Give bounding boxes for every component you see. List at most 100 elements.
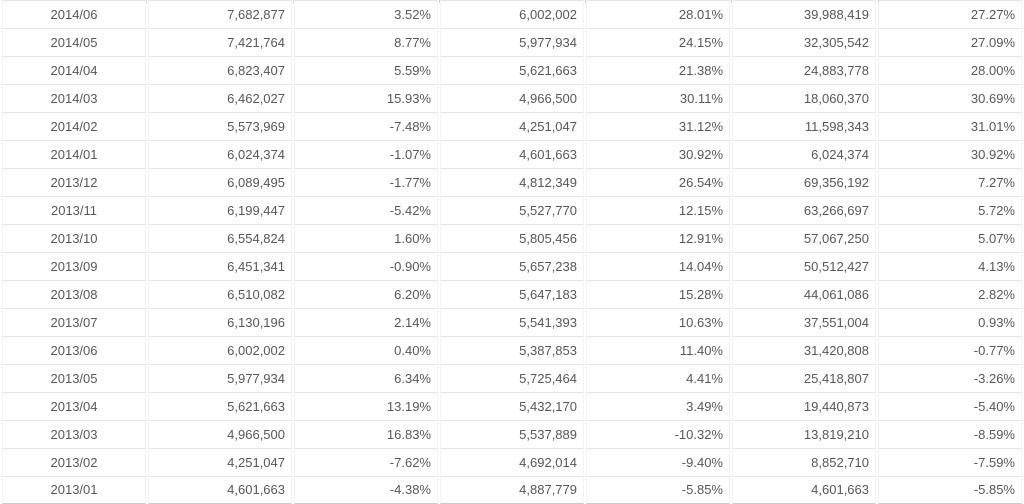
value-cell: 5,541,393 <box>440 308 584 336</box>
month-cell: 2013/08 <box>2 280 146 308</box>
month-cell: 2014/01 <box>2 140 146 168</box>
percent-cell: -5.40% <box>878 392 1022 420</box>
value-cell: 24,883,778 <box>732 56 876 84</box>
table-row: 2014/05 7,421,764 8.77% 5,977,934 24.15% 32,3… <box>2 28 1022 56</box>
value-cell: 32,305,542 <box>732 28 876 56</box>
month-cell: 2013/12 <box>2 168 146 196</box>
month-cell: 2013/02 <box>2 448 146 476</box>
percent-cell: 5.72% <box>878 196 1022 224</box>
value-cell: 5,977,934 <box>440 28 584 56</box>
percent-cell: 1.60% <box>294 224 438 252</box>
month-cell: 2013/11 <box>2 196 146 224</box>
month-cell: 2013/06 <box>2 336 146 364</box>
percent-cell: 15.93% <box>294 84 438 112</box>
percent-cell: 28.00% <box>878 56 1022 84</box>
value-cell: 5,537,889 <box>440 420 584 448</box>
percent-cell: 14.04% <box>586 252 730 280</box>
value-cell: 6,024,374 <box>148 140 292 168</box>
percent-cell: 30.11% <box>586 84 730 112</box>
value-cell: 4,887,779 <box>440 476 584 504</box>
month-cell: 2013/03 <box>2 420 146 448</box>
percent-cell: -0.77% <box>878 336 1022 364</box>
table-row: 2013/01 4,601,663 -4.38% 4,887,779 -5.85% 4,6… <box>2 476 1022 504</box>
table-row: 2013/05 5,977,934 6.34% 5,725,464 4.41% 25,41… <box>2 364 1022 392</box>
percent-cell: -7.48% <box>294 112 438 140</box>
value-cell: 44,061,086 <box>732 280 876 308</box>
value-cell: 5,432,170 <box>440 392 584 420</box>
percent-cell: 15.28% <box>586 280 730 308</box>
value-cell: 6,823,407 <box>148 56 292 84</box>
percent-cell: 3.52% <box>294 0 438 28</box>
value-cell: 4,601,663 <box>148 476 292 504</box>
percent-cell: -10.32% <box>586 420 730 448</box>
percent-cell: 6.20% <box>294 280 438 308</box>
percent-cell: 5.07% <box>878 224 1022 252</box>
percent-cell: 24.15% <box>586 28 730 56</box>
value-cell: 4,966,500 <box>148 420 292 448</box>
value-cell: 4,601,663 <box>440 140 584 168</box>
percent-cell: -8.59% <box>878 420 1022 448</box>
table-row: 2014/04 6,823,407 5.59% 5,621,663 21.38% 24,8… <box>2 56 1022 84</box>
table-row: 2013/08 6,510,082 6.20% 5,647,183 15.28% 44,0… <box>2 280 1022 308</box>
percent-cell: 4.13% <box>878 252 1022 280</box>
percent-cell: 16.83% <box>294 420 438 448</box>
percent-cell: 12.15% <box>586 196 730 224</box>
month-cell: 2014/05 <box>2 28 146 56</box>
table-row: 2013/02 4,251,047 -7.62% 4,692,014 -9.40% 8,8… <box>2 448 1022 476</box>
value-cell: 5,527,770 <box>440 196 584 224</box>
value-cell: 25,418,807 <box>732 364 876 392</box>
month-cell: 2014/03 <box>2 84 146 112</box>
value-cell: 5,725,464 <box>440 364 584 392</box>
percent-cell: 11.40% <box>586 336 730 364</box>
value-cell: 31,420,808 <box>732 336 876 364</box>
value-cell: 6,554,824 <box>148 224 292 252</box>
percent-cell: -1.77% <box>294 168 438 196</box>
value-cell: 4,601,663 <box>732 476 876 504</box>
percent-cell: 28.01% <box>586 0 730 28</box>
table-row: 2013/03 4,966,500 16.83% 5,537,889 -10.32% 13… <box>2 420 1022 448</box>
value-cell: 5,647,183 <box>440 280 584 308</box>
value-cell: 5,977,934 <box>148 364 292 392</box>
percent-cell: -7.59% <box>878 448 1022 476</box>
percent-cell: 5.59% <box>294 56 438 84</box>
value-cell: 11,598,343 <box>732 112 876 140</box>
value-cell: 6,462,027 <box>148 84 292 112</box>
percent-cell: -9.40% <box>586 448 730 476</box>
value-cell: 4,251,047 <box>440 112 584 140</box>
value-cell: 6,451,341 <box>148 252 292 280</box>
percent-cell: 2.82% <box>878 280 1022 308</box>
percent-cell: -4.38% <box>294 476 438 504</box>
month-cell: 2013/07 <box>2 308 146 336</box>
value-cell: 6,002,002 <box>148 336 292 364</box>
month-cell: 2013/04 <box>2 392 146 420</box>
percent-cell: 26.54% <box>586 168 730 196</box>
value-cell: 8,852,710 <box>732 448 876 476</box>
percent-cell: 12.91% <box>586 224 730 252</box>
value-cell: 6,510,082 <box>148 280 292 308</box>
value-cell: 50,512,427 <box>732 252 876 280</box>
value-cell: 5,387,853 <box>440 336 584 364</box>
value-cell: 13,819,210 <box>732 420 876 448</box>
month-cell: 2013/01 <box>2 476 146 504</box>
value-cell: 6,089,495 <box>148 168 292 196</box>
table-row: 2013/11 6,199,447 -5.42% 5,527,770 12.15% 63,… <box>2 196 1022 224</box>
percent-cell: 30.92% <box>586 140 730 168</box>
table-row: 2014/01 6,024,374 -1.07% 4,601,663 30.92% 6,0… <box>2 140 1022 168</box>
value-cell: 4,966,500 <box>440 84 584 112</box>
value-cell: 5,621,663 <box>148 392 292 420</box>
percent-cell: -0.90% <box>294 252 438 280</box>
table-row: 2013/06 6,002,002 0.40% 5,387,853 11.40% 31,4… <box>2 336 1022 364</box>
value-cell: 63,266,697 <box>732 196 876 224</box>
percent-cell: 3.49% <box>586 392 730 420</box>
percent-cell: 7.27% <box>878 168 1022 196</box>
value-cell: 4,812,349 <box>440 168 584 196</box>
percent-cell: 2.14% <box>294 308 438 336</box>
month-cell: 2013/05 <box>2 364 146 392</box>
value-cell: 57,067,250 <box>732 224 876 252</box>
month-cell: 2013/10 <box>2 224 146 252</box>
month-cell: 2013/09 <box>2 252 146 280</box>
value-cell: 69,356,192 <box>732 168 876 196</box>
month-cell: 2014/04 <box>2 56 146 84</box>
